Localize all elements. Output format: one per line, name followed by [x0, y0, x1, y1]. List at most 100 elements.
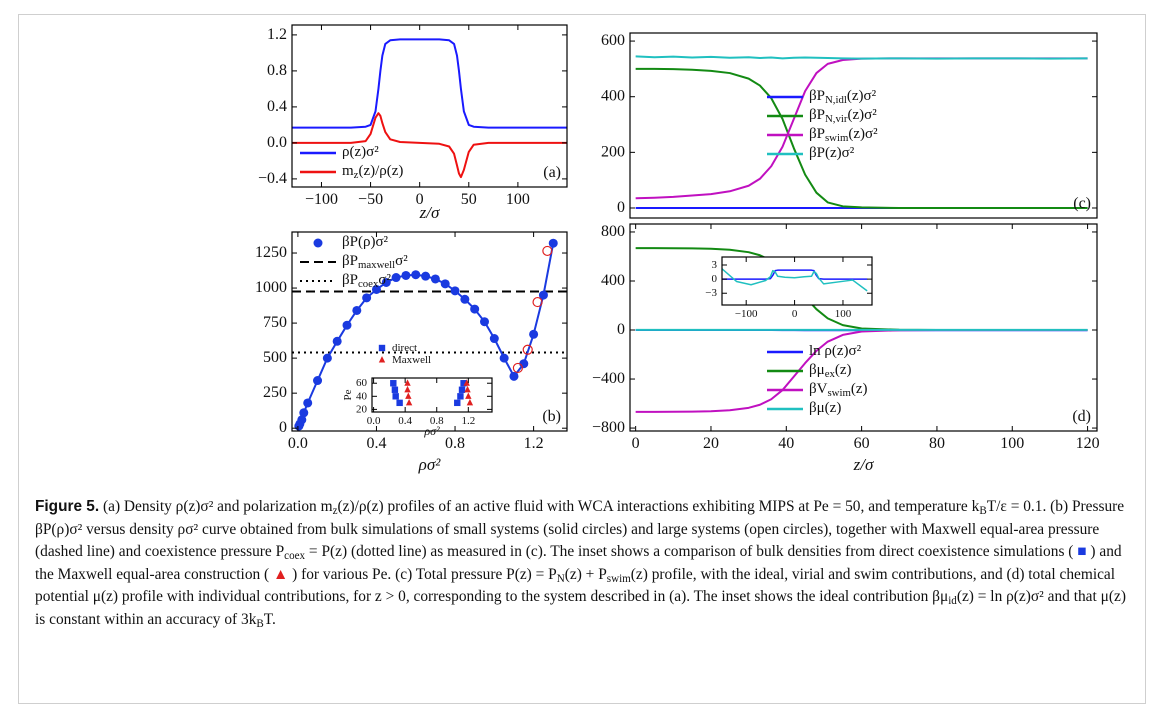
- x-tick-label: 0: [416, 190, 424, 207]
- data-point: [454, 399, 461, 407]
- y-tick-label: 600: [601, 32, 625, 49]
- data-point: [332, 336, 342, 346]
- data-point: [396, 399, 403, 407]
- x-tick-label: 0.8: [445, 434, 465, 451]
- legend-label: βPN,idl(z)σ²: [809, 88, 877, 106]
- plot-area: [630, 224, 1097, 431]
- x-tick-label: 0.4: [398, 414, 412, 426]
- y-tick-label: 200: [601, 143, 625, 160]
- x-tick-label: −100: [735, 307, 758, 319]
- data-point: [404, 379, 411, 386]
- y-tick-label: 40: [356, 390, 368, 402]
- data-point: [430, 274, 440, 284]
- data-point: [362, 293, 372, 303]
- figure: −0.4 0.0 0.4 0.8 1.2 −100 −50 0 50 100 z/σ (a) ρ(z)σ…: [255, 24, 1100, 474]
- legend-label: βVswim(z): [809, 381, 868, 399]
- data-point: [352, 305, 362, 315]
- legend-label: βPmaxwellσ²: [342, 253, 408, 271]
- data-point: [404, 385, 411, 393]
- y-tick-label: 500: [263, 349, 287, 366]
- legend-label: βPN,vir(z)σ²: [809, 107, 877, 125]
- x-tick-label: −100: [305, 190, 338, 207]
- data-point: [512, 362, 523, 374]
- data-point: [466, 399, 474, 406]
- x-tick-label: 0.0: [288, 434, 308, 451]
- x-tick-label: 20: [703, 434, 719, 451]
- data-point: [440, 279, 450, 289]
- legend-label: Maxwell: [392, 354, 431, 366]
- axes-frame: [629, 32, 1098, 219]
- x-tick-label: 100: [506, 190, 530, 207]
- x-tick-label: 1.2: [524, 434, 544, 451]
- plot-group: [292, 38, 567, 179]
- axes-frame: [291, 231, 568, 432]
- data-point: [299, 408, 309, 418]
- plot-area: [372, 378, 492, 412]
- caption: Figure 5. (a) Density ρ(z)σ² and polariz…: [35, 496, 1135, 632]
- series-line: [722, 269, 868, 280]
- plot-group: [722, 268, 868, 292]
- data-point: [464, 385, 471, 393]
- data-point: [392, 393, 399, 400]
- data-point: [313, 376, 323, 386]
- x-tick-label: 50: [461, 190, 477, 207]
- plot-group: [292, 238, 567, 431]
- data-point: [542, 245, 553, 257]
- data-point: [390, 380, 397, 387]
- plot-area: [630, 33, 1097, 218]
- x-tick-label: 40: [778, 434, 794, 451]
- data-point: [460, 294, 470, 304]
- data-point: [411, 270, 421, 280]
- caption-text: (a) Density ρ(z)σ² and polarization mz(z…: [35, 498, 1126, 630]
- legend-label: mz(z)/ρ(z): [342, 163, 403, 181]
- legend-label: βμex(z): [809, 362, 852, 380]
- x-tick-label: 1.2: [461, 414, 475, 426]
- data-point: [371, 284, 381, 294]
- data-point: [457, 393, 464, 400]
- series-line: [635, 67, 1088, 209]
- x-tick-label: 120: [1076, 434, 1100, 451]
- series-line: [635, 55, 1088, 60]
- y-tick-label: 0: [617, 199, 625, 216]
- y-tick-label: 400: [601, 87, 625, 104]
- legend-swatch: [378, 344, 386, 352]
- x-tick-label: 100: [835, 307, 852, 319]
- data-point: [548, 238, 558, 248]
- x-axis-label: ρσ²: [423, 424, 440, 438]
- series-line: [292, 112, 567, 179]
- axes-frame: [721, 256, 873, 306]
- x-tick-label: −50: [358, 190, 383, 207]
- data-point: [538, 290, 548, 300]
- y-tick-label: 1250: [255, 244, 287, 261]
- data-point: [529, 329, 539, 339]
- data-point: [342, 320, 352, 330]
- legend-label: βP(z)σ²: [809, 145, 855, 161]
- panel-label: (a): [543, 164, 561, 181]
- x-tick-label: 0: [632, 434, 640, 451]
- data-point: [509, 371, 519, 381]
- x-axis-label: z/σ: [419, 203, 440, 222]
- legend-label: direct: [392, 342, 417, 354]
- x-axis-label: ρσ²: [418, 455, 442, 474]
- y-tick-label: −3: [705, 287, 717, 299]
- axes-frame: [371, 377, 493, 413]
- data-point: [480, 317, 489, 327]
- data-point: [297, 415, 307, 425]
- y-tick-label: 0: [617, 321, 625, 338]
- legend-label: βPcoexσ²: [342, 272, 391, 290]
- y-tick-label: −800: [592, 419, 625, 436]
- y-tick-label: 400: [601, 272, 625, 289]
- axes-frame: [291, 24, 568, 188]
- legend-label: βPswim(z)σ²: [809, 126, 878, 144]
- y-tick-label: 800: [601, 223, 625, 240]
- y-tick-label: 0.0: [267, 134, 287, 151]
- plot-group: [390, 379, 474, 407]
- legend-swatch: [378, 356, 386, 363]
- y-tick-label: 750: [263, 314, 287, 331]
- y-tick-label: −0.4: [258, 170, 287, 187]
- data-point: [499, 353, 509, 363]
- data-point: [381, 277, 391, 287]
- y-tick-label: 0: [712, 273, 718, 285]
- y-tick-label: 3: [712, 259, 718, 271]
